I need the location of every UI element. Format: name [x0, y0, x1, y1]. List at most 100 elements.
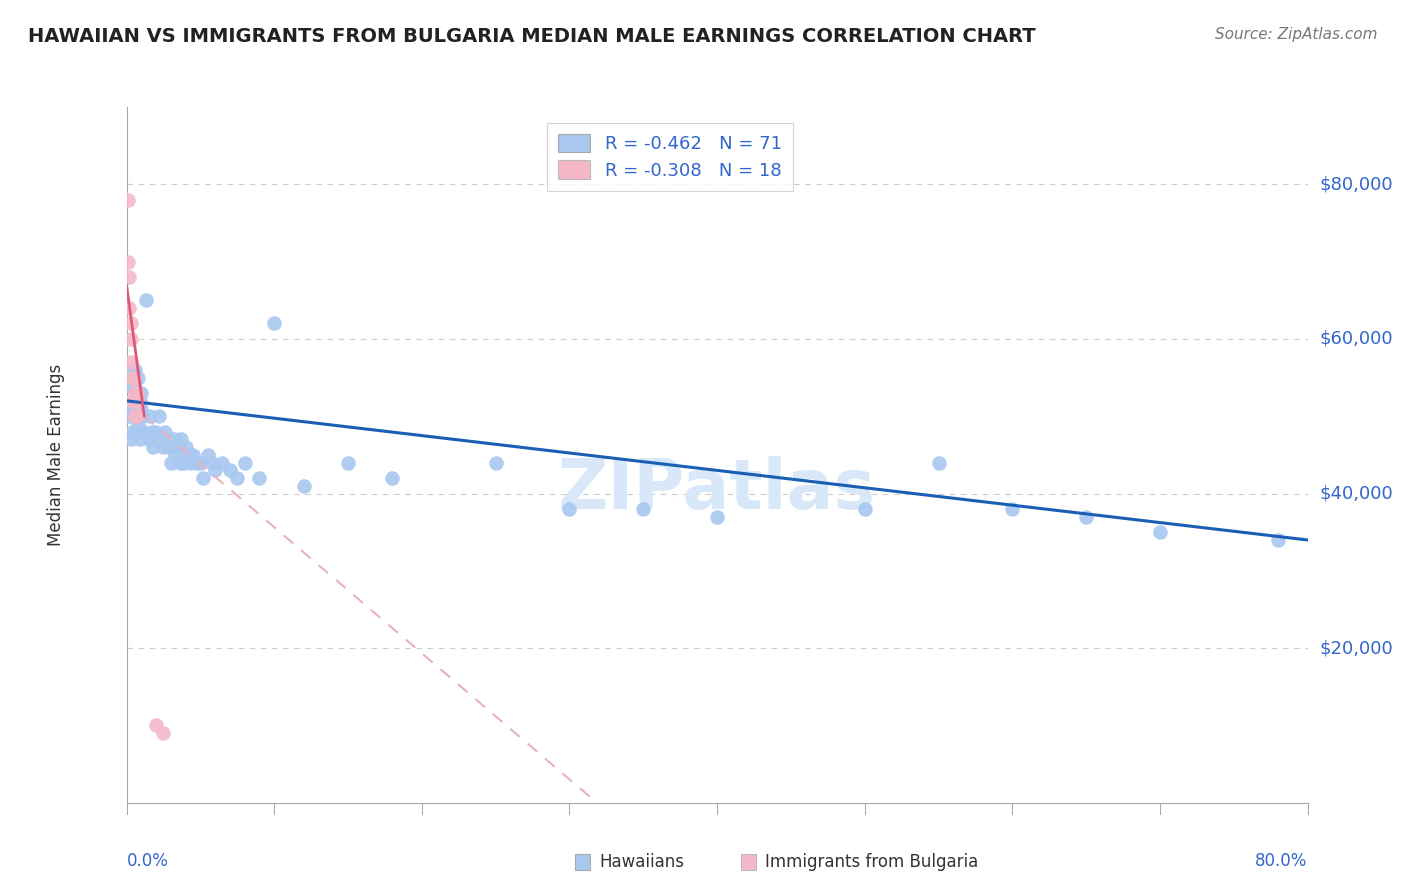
- Text: HAWAIIAN VS IMMIGRANTS FROM BULGARIA MEDIAN MALE EARNINGS CORRELATION CHART: HAWAIIAN VS IMMIGRANTS FROM BULGARIA MED…: [28, 27, 1036, 45]
- Point: [159, 456, 183, 470]
- Point: [129, 401, 153, 416]
- Point: [117, 193, 139, 207]
- Point: [179, 456, 201, 470]
- Point: [193, 471, 215, 485]
- Point: [211, 456, 233, 470]
- Point: [122, 409, 145, 424]
- Point: [121, 378, 143, 392]
- Point: [124, 363, 146, 377]
- Point: [128, 393, 150, 408]
- Point: [558, 502, 581, 516]
- Point: [129, 386, 153, 401]
- Point: [156, 440, 179, 454]
- Point: [152, 726, 174, 740]
- Text: $80,000: $80,000: [1319, 176, 1393, 194]
- Text: Median Male Earnings: Median Male Earnings: [46, 364, 65, 546]
- Point: [247, 471, 270, 485]
- Point: [125, 386, 148, 401]
- Point: [118, 301, 141, 315]
- Text: $40,000: $40,000: [1319, 484, 1393, 502]
- Point: [226, 471, 249, 485]
- Point: [120, 433, 142, 447]
- Point: [124, 386, 146, 401]
- Point: [121, 370, 143, 384]
- Point: [142, 440, 165, 454]
- Point: [181, 448, 204, 462]
- Point: [263, 317, 285, 331]
- Point: [118, 409, 141, 424]
- Point: [122, 393, 145, 408]
- Point: [118, 270, 141, 285]
- Point: [337, 456, 360, 470]
- Point: [166, 440, 188, 454]
- Point: [117, 254, 139, 268]
- Point: [127, 370, 149, 384]
- Point: [117, 378, 139, 392]
- Point: [125, 409, 148, 424]
- Point: [1149, 525, 1171, 540]
- Point: [141, 425, 163, 439]
- Point: [174, 440, 197, 454]
- Point: [120, 332, 142, 346]
- Point: [484, 456, 508, 470]
- Point: [122, 370, 145, 384]
- Point: [292, 479, 315, 493]
- Point: [1001, 502, 1024, 516]
- Text: Immigrants from Bulgaria: Immigrants from Bulgaria: [765, 853, 979, 871]
- Point: [122, 370, 145, 384]
- FancyBboxPatch shape: [575, 854, 591, 871]
- Point: [177, 448, 200, 462]
- Point: [127, 417, 149, 431]
- Text: ZIPatlas: ZIPatlas: [558, 456, 876, 524]
- Text: 80.0%: 80.0%: [1256, 852, 1308, 870]
- Point: [120, 317, 142, 331]
- Point: [928, 456, 950, 470]
- Point: [219, 463, 242, 477]
- Point: [134, 425, 156, 439]
- Point: [128, 433, 150, 447]
- Point: [152, 440, 174, 454]
- FancyBboxPatch shape: [741, 854, 755, 871]
- Point: [121, 425, 143, 439]
- Point: [233, 456, 256, 470]
- Point: [172, 456, 194, 470]
- Point: [197, 448, 219, 462]
- Point: [139, 409, 162, 424]
- Point: [127, 393, 149, 408]
- Point: [125, 386, 148, 401]
- Point: [120, 401, 142, 416]
- Point: [184, 456, 207, 470]
- Point: [167, 440, 190, 454]
- Point: [135, 293, 157, 308]
- Point: [631, 502, 654, 516]
- Text: Source: ZipAtlas.com: Source: ZipAtlas.com: [1215, 27, 1378, 42]
- Point: [165, 448, 187, 462]
- Point: [118, 363, 141, 377]
- Point: [138, 433, 160, 447]
- Point: [201, 456, 224, 470]
- Point: [120, 355, 142, 369]
- Point: [381, 471, 404, 485]
- Point: [129, 425, 153, 439]
- Point: [150, 433, 173, 447]
- Point: [145, 718, 167, 732]
- Text: $20,000: $20,000: [1319, 640, 1393, 657]
- Point: [125, 409, 148, 424]
- Text: Hawaiians: Hawaiians: [600, 853, 685, 871]
- Point: [188, 456, 211, 470]
- Point: [169, 456, 191, 470]
- Point: [153, 425, 176, 439]
- Point: [170, 433, 193, 447]
- Point: [204, 463, 226, 477]
- Text: $60,000: $60,000: [1319, 330, 1393, 348]
- Point: [124, 409, 146, 424]
- Point: [132, 409, 155, 424]
- Point: [706, 509, 728, 524]
- Text: 0.0%: 0.0%: [127, 852, 169, 870]
- Point: [124, 425, 146, 439]
- Legend: R = -0.462   N = 71, R = -0.308   N = 18: R = -0.462 N = 71, R = -0.308 N = 18: [547, 123, 793, 191]
- Point: [148, 409, 170, 424]
- Point: [120, 370, 142, 384]
- Point: [1076, 509, 1098, 524]
- Point: [163, 433, 186, 447]
